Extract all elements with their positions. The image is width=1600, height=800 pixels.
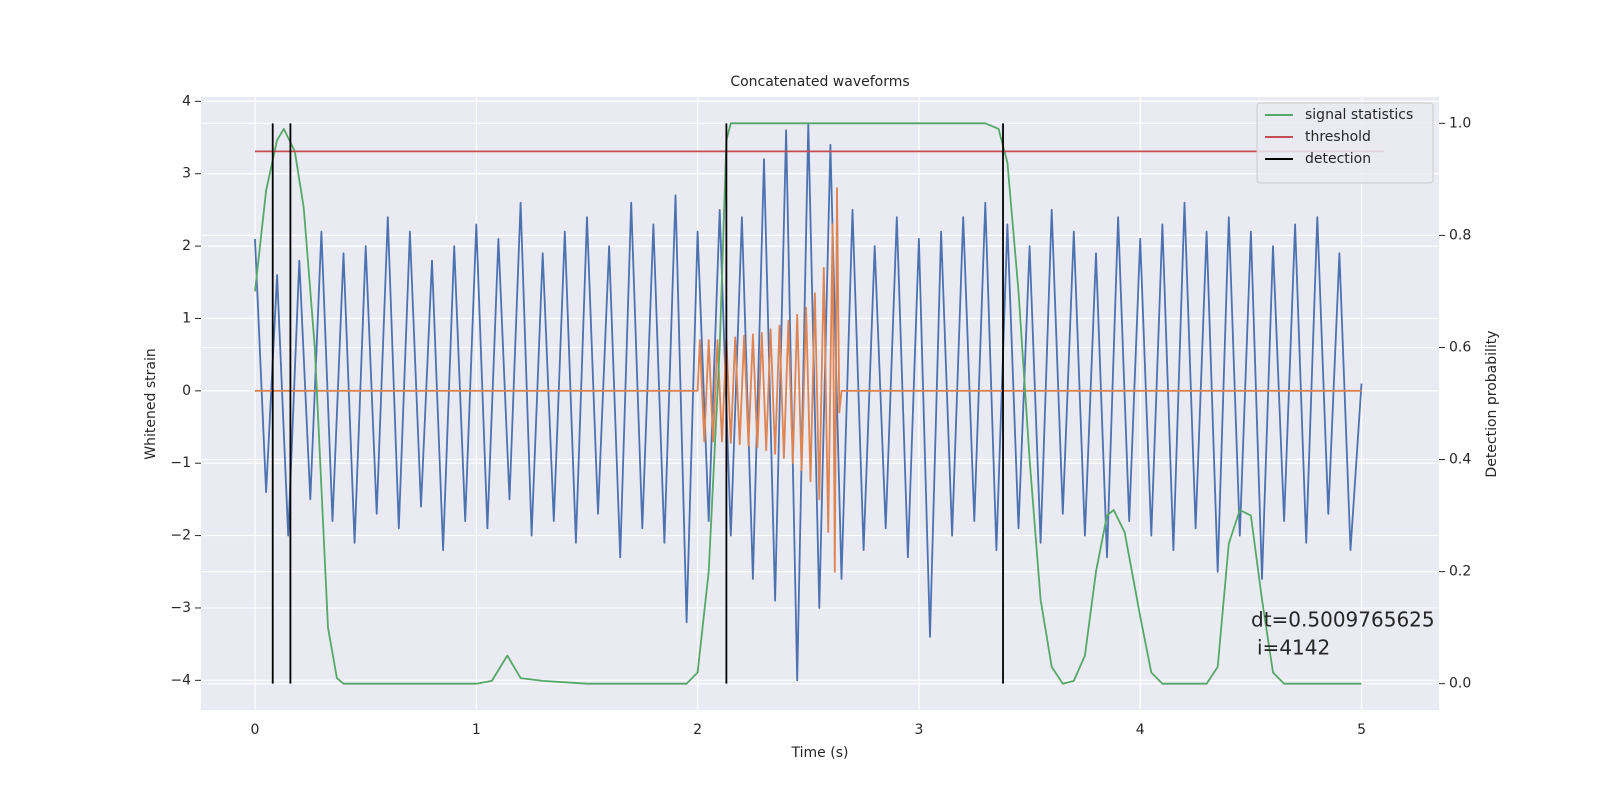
- legend: signal statistics threshold detection: [1256, 102, 1434, 184]
- y-tick-label: −4: [170, 672, 191, 688]
- y-tick-label: −2: [170, 528, 191, 544]
- y2-axis-label: Detection probability: [1484, 330, 1500, 477]
- series-line: [255, 187, 1362, 573]
- legend-label: threshold: [1305, 129, 1371, 145]
- y2-tick-label: 0.0: [1449, 676, 1471, 692]
- y2-tick-label: 0.2: [1449, 564, 1471, 580]
- y-tick-label: 2: [182, 238, 191, 254]
- x-tick-label: 3: [914, 722, 923, 738]
- y-tick-label: −1: [170, 455, 191, 471]
- y2-tick-label: 0.8: [1449, 227, 1471, 243]
- y2-tick-label: 1.0: [1449, 115, 1471, 131]
- y-tick-label: 1: [182, 310, 191, 326]
- x-tick-label: 5: [1357, 722, 1366, 738]
- y-tick-label: −3: [170, 600, 191, 616]
- x-axis-label: Time (s): [791, 745, 849, 761]
- annotation: dt=0.5009765625: [1251, 608, 1435, 632]
- x-tick-label: 1: [472, 722, 481, 738]
- y2-tick-label: 0.6: [1449, 339, 1471, 355]
- x-tick-label: 2: [693, 722, 702, 738]
- annotation: i=4142: [1257, 636, 1330, 660]
- legend-label: detection: [1305, 151, 1371, 167]
- series-line: [254, 122, 1362, 685]
- y2-tick-label: 0.4: [1449, 452, 1471, 468]
- legend-box: [1256, 102, 1434, 184]
- legend-label: signal statistics: [1305, 107, 1413, 123]
- x-tick-label: 4: [1136, 722, 1145, 738]
- y-tick-label: 3: [182, 166, 191, 182]
- x-tick-label: 0: [251, 722, 260, 738]
- y-tick-label: 0: [182, 383, 191, 399]
- y-axis-label: Whitened strain: [143, 348, 159, 459]
- chart-title: Concatenated waveforms: [730, 74, 909, 90]
- y-tick-label: 4: [182, 93, 191, 109]
